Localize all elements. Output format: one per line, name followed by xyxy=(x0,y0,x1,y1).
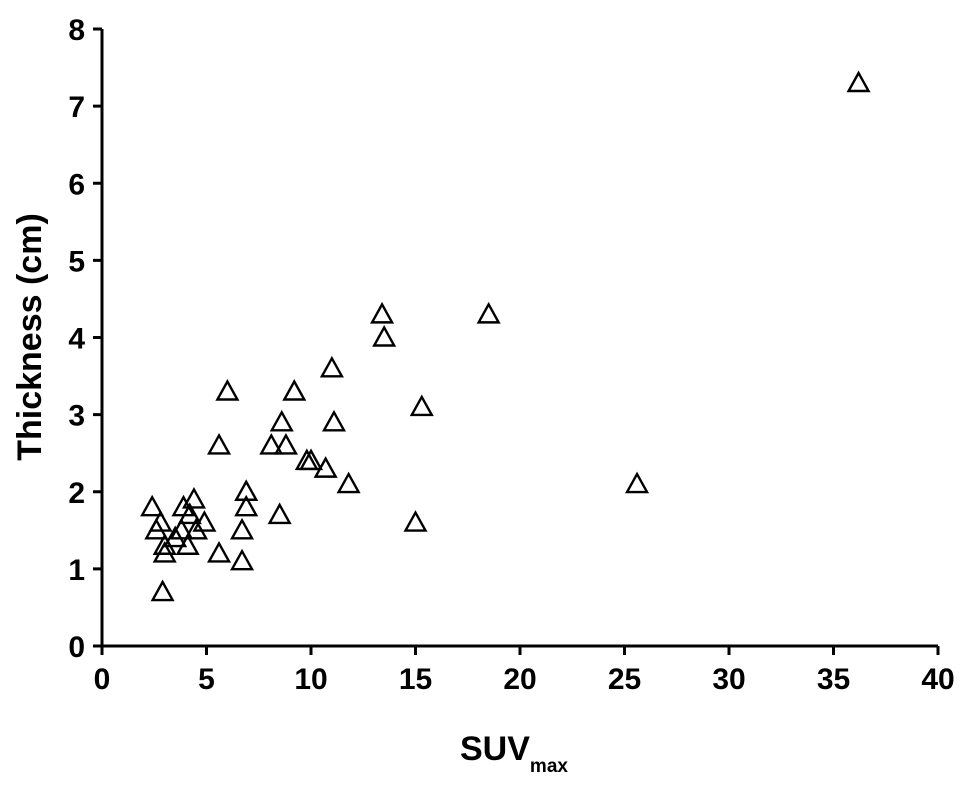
x-axis-label-subscript: max xyxy=(530,756,568,777)
x-tick-label: 40 xyxy=(921,663,954,696)
y-tick-label: 4 xyxy=(68,323,85,356)
data-point xyxy=(148,510,173,532)
data-point xyxy=(269,409,294,432)
data-point xyxy=(298,448,324,471)
y-tick-label: 1 xyxy=(68,554,85,587)
y-tick-label: 2 xyxy=(68,477,85,510)
x-tick-label: 5 xyxy=(198,663,215,696)
data-point xyxy=(321,409,347,432)
x-tick-label: 20 xyxy=(503,663,536,696)
data-point xyxy=(476,301,501,324)
data-point xyxy=(140,494,165,517)
data-point xyxy=(372,325,397,347)
x-tick-label: 0 xyxy=(94,663,111,696)
data-point xyxy=(184,517,209,540)
data-point xyxy=(144,517,169,540)
y-tick-label: 5 xyxy=(68,245,85,278)
data-point xyxy=(409,394,434,417)
x-tick-label: 15 xyxy=(399,663,432,696)
y-tick-label: 0 xyxy=(68,631,85,664)
data-point xyxy=(336,471,361,494)
x-tick-label: 30 xyxy=(712,663,745,696)
data-point xyxy=(259,433,284,455)
y-axis-ticks: 0 1 2 3 4 5 6 7 8 xyxy=(68,14,102,664)
data-point xyxy=(150,579,175,602)
x-tick-label: 35 xyxy=(817,663,850,696)
data-point xyxy=(152,533,177,555)
data-point xyxy=(192,510,217,532)
data-point xyxy=(282,379,307,401)
data-point xyxy=(273,433,298,455)
data-point xyxy=(177,502,202,525)
data-point xyxy=(234,494,259,517)
x-axis-label: SUV xyxy=(460,730,530,768)
data-point xyxy=(319,355,344,378)
axis-frame xyxy=(100,29,938,648)
y-tick-label: 8 xyxy=(68,14,85,47)
x-axis-ticks: 0 5 10 15 20 25 30 35 40 xyxy=(94,646,955,696)
data-point xyxy=(215,379,240,401)
x-axis-title: SUVmax xyxy=(460,730,568,777)
data-point xyxy=(403,510,428,532)
data-point xyxy=(370,301,395,324)
data-point xyxy=(229,517,255,540)
data-point xyxy=(207,433,232,455)
data-point xyxy=(313,456,338,478)
data-point xyxy=(181,486,206,509)
data-point xyxy=(846,70,871,93)
y-tick-label: 6 xyxy=(68,168,85,201)
y-tick-label: 3 xyxy=(68,400,85,433)
data-point xyxy=(234,479,259,501)
data-point xyxy=(625,471,650,494)
data-point xyxy=(169,517,194,540)
plot-axes xyxy=(100,29,938,648)
data-point xyxy=(229,548,255,571)
y-axis-title: Thickness (cm) xyxy=(11,213,49,461)
data-point xyxy=(175,533,200,555)
data-points xyxy=(140,70,871,602)
x-tick-label: 25 xyxy=(608,663,641,696)
data-point xyxy=(152,540,177,563)
data-point xyxy=(267,502,292,525)
x-tick-label: 10 xyxy=(294,663,327,696)
data-point xyxy=(207,540,232,563)
data-point xyxy=(163,525,188,548)
y-tick-label: 7 xyxy=(68,91,85,124)
